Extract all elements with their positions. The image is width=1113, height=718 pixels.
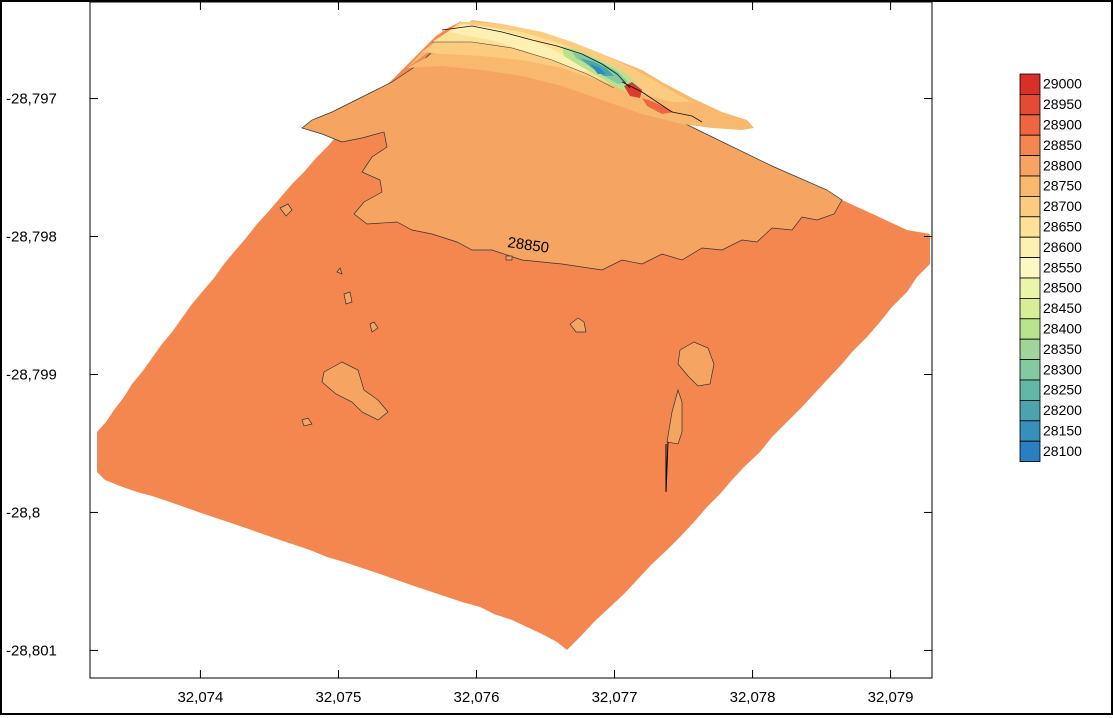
legend-swatch (1019, 134, 1041, 156)
contour-line-top-1 (441, 25, 631, 89)
legend-label: 28600 (1043, 239, 1082, 255)
y-tick-label: -28,799 (6, 366, 57, 383)
contour-label: 28850 (506, 234, 550, 257)
legend-label: 28900 (1043, 116, 1082, 132)
contour-island-8 (301, 417, 313, 427)
legend-label: 28300 (1043, 361, 1082, 377)
x-tick-label: 32,079 (868, 689, 914, 706)
legend-label: 28550 (1043, 259, 1082, 275)
legend-label: 28800 (1043, 157, 1082, 173)
legend-swatch (1019, 359, 1041, 381)
contour-band-28800 (301, 21, 843, 271)
legend-swatch (1019, 216, 1041, 238)
contour-island-1 (321, 361, 389, 421)
legend-swatch (1019, 338, 1041, 361)
legend-label: 29000 (1043, 76, 1082, 92)
contour-island-4 (569, 317, 587, 333)
y-tick-label: -28,798 (6, 229, 57, 246)
y-axis: -28,797 -28,798 -28,799 -28,8 -28,801 (6, 91, 932, 659)
x-tick-label: 32,074 (177, 689, 223, 706)
contour-island-10 (505, 255, 513, 261)
x-tick-label: 32,078 (730, 689, 776, 706)
legend-swatch (1019, 440, 1041, 463)
legend-swatch (1019, 277, 1041, 299)
color-legend: 29000 28950 28900 28850 28800 28750 28700 28650… (1019, 73, 1082, 463)
legend-label: 28950 (1043, 96, 1082, 112)
legend-label: 28250 (1043, 382, 1082, 398)
legend-label: 28450 (1043, 300, 1082, 316)
legend-swatch (1019, 114, 1041, 136)
legend-label: 28200 (1043, 402, 1082, 418)
x-tick-label: 32,075 (316, 689, 362, 706)
contour-island-9 (336, 267, 343, 275)
x-axis: 32,074 32,075 32,076 32,077 32,078 32,079 (177, 2, 914, 706)
contour-band-low-blue-2 (590, 64, 606, 74)
contour-line-top-3 (432, 41, 615, 89)
legend-swatch (1019, 73, 1041, 95)
legend-swatch (1019, 399, 1041, 422)
y-tick-label: -28,797 (6, 91, 57, 108)
contour-island-3 (666, 388, 683, 445)
legend-swatch (1019, 297, 1041, 320)
legend-label: 28750 (1043, 178, 1082, 194)
contour-island-6 (343, 291, 353, 305)
y-tick-label: -28,801 (6, 642, 57, 659)
legend-label: 28400 (1043, 320, 1082, 336)
legend-label: 28650 (1043, 218, 1082, 234)
legend-swatch (1019, 175, 1041, 197)
x-tick-label: 32,077 (592, 689, 638, 706)
legend-swatch (1019, 318, 1041, 340)
legend-label: 28700 (1043, 198, 1082, 214)
legend-swatch (1019, 155, 1041, 177)
contour-island-5 (279, 203, 293, 217)
legend-swatch (1019, 420, 1041, 442)
legend-label: 28100 (1043, 443, 1082, 459)
legend-swatch (1019, 379, 1041, 401)
contour-band-28600 (450, 24, 592, 72)
contour-island-7 (369, 321, 379, 333)
x-tick-label: 32,076 (454, 689, 500, 706)
legend-swatch (1019, 236, 1041, 258)
legend-label: 28350 (1043, 341, 1082, 357)
contour-line-top-2 (621, 81, 703, 123)
legend-label: 28500 (1043, 280, 1082, 296)
contour-fill-layer (97, 20, 930, 650)
legend-label: 28850 (1043, 137, 1082, 153)
y-tick-label: -28,8 (6, 504, 40, 521)
contour-band-peak-orange (642, 98, 674, 114)
legend-swatch (1019, 94, 1041, 116)
legend-swatch (1019, 195, 1041, 218)
contour-island-2 (677, 341, 715, 387)
legend-label: 28150 (1043, 422, 1082, 438)
contour-spike (665, 441, 669, 493)
legend-swatch (1019, 257, 1041, 279)
